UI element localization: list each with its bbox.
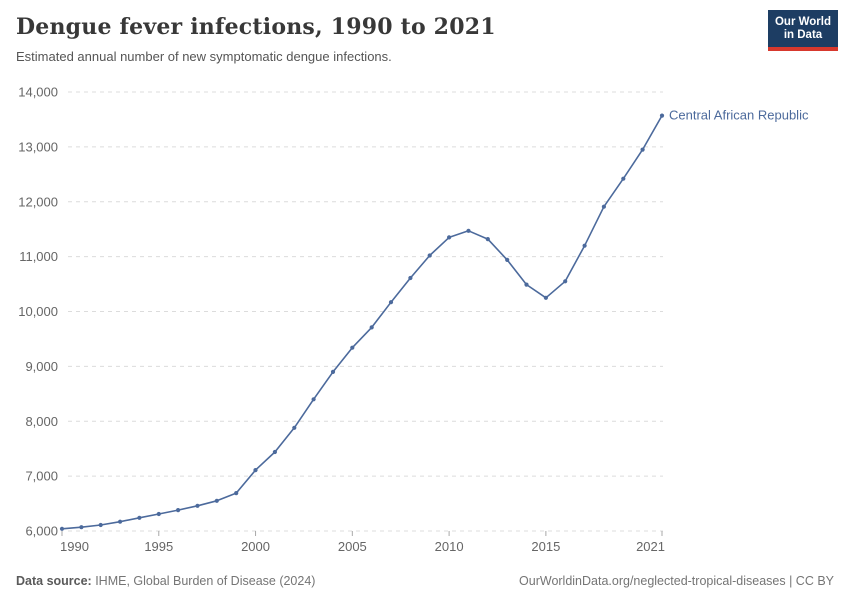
data-source: Data source: IHME, Global Burden of Dise…: [16, 574, 315, 588]
data-source-text: IHME, Global Burden of Disease (2024): [91, 574, 316, 588]
data-point[interactable]: [137, 515, 142, 520]
line-chart: 6,000 7,000 8,000 9,000 10,000 11,000 12,000 13…: [0, 80, 850, 555]
data-point[interactable]: [505, 257, 510, 262]
data-point[interactable]: [118, 519, 123, 524]
data-point[interactable]: [563, 279, 568, 284]
data-point[interactable]: [98, 522, 103, 528]
owid-logo-line1: Our World: [774, 16, 831, 28]
data-point[interactable]: [601, 204, 607, 209]
x-axis-tick-label: 2005: [338, 539, 367, 554]
chart-footer: Data source: IHME, Global Burden of Dise…: [16, 574, 834, 588]
data-source-label: Data source:: [16, 574, 92, 588]
data-point[interactable]: [582, 243, 587, 248]
x-axis-tick-label: 2000: [241, 539, 270, 554]
owid-logo[interactable]: Our World in Data: [768, 10, 838, 51]
series-entity-label[interactable]: Central African Republic: [669, 108, 809, 123]
data-point[interactable]: [79, 525, 84, 530]
y-axis-tick-label: 10,000: [18, 304, 58, 319]
chart-header: Dengue fever infections, 1990 to 2021 Es…: [16, 14, 750, 64]
data-point[interactable]: [253, 468, 258, 473]
x-axis-tick-label: 1995: [144, 539, 173, 554]
data-point[interactable]: [388, 300, 394, 305]
data-point[interactable]: [234, 491, 239, 496]
chart-subtitle: Estimated annual number of new symptomat…: [16, 49, 392, 64]
data-point[interactable]: [59, 526, 65, 531]
data-point[interactable]: [640, 147, 645, 152]
data-point[interactable]: [369, 325, 374, 330]
x-axis-tick-label: 2021: [636, 539, 665, 554]
x-axis-tick-label: 2015: [531, 539, 560, 554]
data-point[interactable]: [621, 176, 626, 181]
data-point[interactable]: [156, 511, 161, 517]
data-point[interactable]: [466, 228, 471, 233]
data-point[interactable]: [485, 237, 490, 242]
data-point[interactable]: [447, 235, 452, 240]
data-point[interactable]: [543, 295, 549, 300]
data-point[interactable]: [214, 498, 219, 503]
x-axis-tick-label: 2010: [435, 539, 464, 554]
owid-logo-line2: in Data: [783, 29, 823, 41]
data-point[interactable]: [330, 369, 336, 374]
y-axis-tick-label: 14,000: [18, 85, 58, 100]
page-title: Dengue fever infections, 1990 to 2021: [16, 14, 496, 40]
license-link[interactable]: OurWorldinData.org/neglected-tropical-di…: [519, 574, 834, 588]
data-point[interactable]: [659, 113, 665, 118]
chart-canvas[interactable]: 6,000 7,000 8,000 9,000 10,000 11,000 12,000 13…: [0, 80, 850, 555]
data-line[interactable]: [61, 115, 663, 530]
y-axis-tick-label: 9,000: [25, 359, 58, 374]
x-axis-tick-label: 1990: [60, 539, 89, 554]
data-point[interactable]: [524, 282, 529, 287]
y-axis-tick-label: 13,000: [18, 139, 58, 154]
data-point[interactable]: [292, 425, 297, 430]
data-point[interactable]: [311, 397, 316, 402]
data-point[interactable]: [427, 253, 432, 258]
y-axis-tick-label: 6,000: [25, 524, 58, 539]
y-axis-tick-label: 11,000: [19, 249, 58, 264]
y-axis-tick-label: 12,000: [18, 194, 58, 209]
data-point[interactable]: [176, 508, 181, 513]
y-axis-tick-label: 7,000: [25, 469, 58, 484]
data-point[interactable]: [350, 345, 355, 350]
data-point[interactable]: [272, 449, 277, 455]
data-point[interactable]: [408, 275, 413, 281]
data-point[interactable]: [195, 503, 200, 508]
y-axis-tick-label: 8,000: [25, 414, 58, 429]
